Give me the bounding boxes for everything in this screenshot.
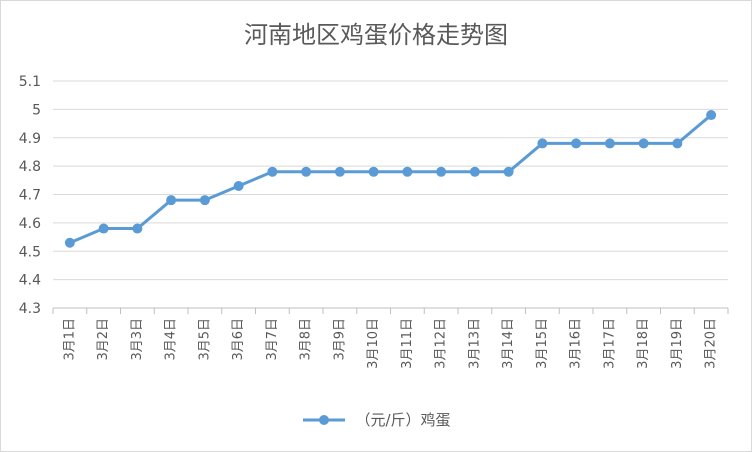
x-tick-label: 3月15日 bbox=[535, 318, 550, 369]
data-point bbox=[604, 138, 615, 149]
data-point bbox=[166, 195, 177, 206]
data-point bbox=[706, 110, 717, 121]
x-tick-label: 3月9日 bbox=[332, 318, 347, 361]
x-axis bbox=[52, 307, 729, 314]
x-tick-label: 3月11日 bbox=[400, 318, 415, 369]
y-tick-label: 5.1 bbox=[19, 74, 41, 90]
data-point bbox=[571, 138, 582, 149]
x-tick-label: 3月2日 bbox=[96, 318, 111, 361]
y-tick-label: 5 bbox=[32, 102, 41, 118]
x-tick-label: 3月6日 bbox=[231, 318, 246, 361]
line-chart: 4.34.44.54.64.74.84.955.1 3月1日 3月2日 3月3日 3月… bbox=[19, 74, 729, 369]
y-tick-label: 4.8 bbox=[19, 159, 41, 175]
data-point bbox=[503, 166, 514, 177]
x-tick-label: 3月10日 bbox=[366, 318, 381, 369]
legend-marker-icon bbox=[303, 414, 346, 425]
y-tick-label: 4.6 bbox=[19, 216, 41, 232]
x-tick-label: 3月20日 bbox=[704, 318, 719, 369]
x-tick-label: 3月3日 bbox=[130, 318, 145, 361]
legend-label: （元/斤）鸡蛋 bbox=[355, 411, 451, 429]
data-point bbox=[436, 166, 447, 177]
data-point bbox=[672, 138, 683, 149]
y-tick-label: 4.9 bbox=[19, 131, 41, 147]
x-tick-label: 3月18日 bbox=[636, 318, 651, 369]
data-point bbox=[368, 166, 379, 177]
x-tick-label: 3月14日 bbox=[501, 318, 516, 369]
gridlines bbox=[53, 80, 728, 309]
data-point bbox=[132, 223, 143, 234]
x-axis-tick-labels: 3月1日 3月2日 3月3日 3月4日 3月5日 3月6日 3月7日 3月8日 3月9日 3月10… bbox=[62, 318, 718, 369]
legend: （元/斤）鸡蛋 bbox=[1, 409, 751, 430]
y-tick-label: 4.3 bbox=[19, 301, 41, 317]
y-axis-tick-labels: 4.3 4.4 4.5 4.6 4.7 4.8 4.9 5 5.1 bbox=[19, 74, 41, 317]
data-point bbox=[537, 138, 548, 149]
x-tick-label: 3月12日 bbox=[434, 318, 449, 369]
y-tick-label: 4.7 bbox=[19, 188, 41, 204]
x-tick-label: 3月7日 bbox=[265, 318, 280, 361]
x-tick-label: 3月16日 bbox=[569, 318, 584, 369]
data-point bbox=[334, 166, 345, 177]
chart-title: 河南地区鸡蛋价格走势图 bbox=[244, 21, 508, 49]
data-point bbox=[233, 180, 244, 191]
data-point bbox=[98, 223, 109, 234]
series-egg-price bbox=[64, 110, 717, 248]
data-point bbox=[469, 166, 480, 177]
data-point bbox=[267, 166, 278, 177]
data-point bbox=[402, 166, 413, 177]
x-tick-label: 3月13日 bbox=[467, 318, 482, 369]
series-line bbox=[69, 113, 713, 245]
y-tick-label: 4.5 bbox=[19, 244, 41, 260]
x-tick-label: 3月17日 bbox=[602, 318, 617, 369]
y-tick-label: 4.4 bbox=[19, 273, 41, 289]
x-tick-label: 3月4日 bbox=[164, 318, 179, 361]
x-tick-label: 3月5日 bbox=[197, 318, 212, 361]
data-point bbox=[638, 138, 649, 149]
data-point bbox=[301, 166, 312, 177]
data-point bbox=[64, 237, 75, 248]
data-point bbox=[199, 195, 210, 206]
x-tick-label: 3月19日 bbox=[670, 318, 685, 369]
x-tick-label: 3月8日 bbox=[299, 318, 314, 361]
x-tick-label: 3月1日 bbox=[62, 318, 77, 361]
